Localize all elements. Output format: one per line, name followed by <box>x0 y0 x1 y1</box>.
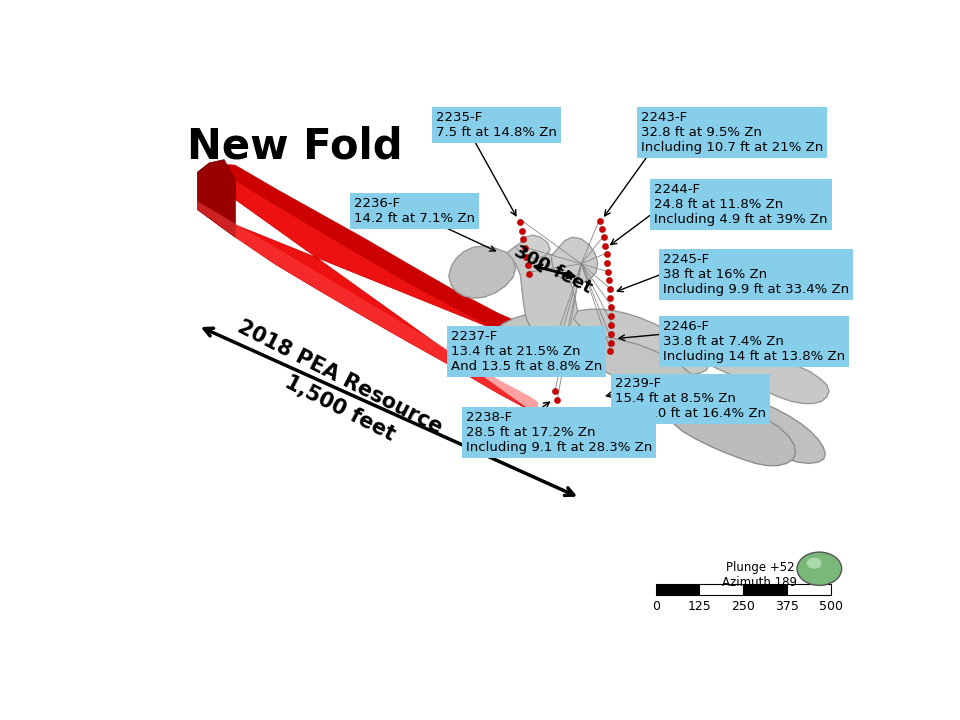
Text: Plunge +52
Azimuth 189: Plunge +52 Azimuth 189 <box>722 562 798 590</box>
Polygon shape <box>697 351 829 403</box>
Polygon shape <box>680 380 826 464</box>
Polygon shape <box>574 310 709 374</box>
Bar <box>743 584 787 595</box>
Text: 2244-F
24.8 ft at 11.8% Zn
Including 4.9 ft at 39% Zn: 2244-F 24.8 ft at 11.8% Zn Including 4.9… <box>654 184 828 226</box>
Text: 2245-F
38 ft at 16% Zn
Including 9.9 ft at 33.4% Zn: 2245-F 38 ft at 16% Zn Including 9.9 ft … <box>663 253 850 296</box>
Polygon shape <box>198 160 235 237</box>
Bar <box>700 584 743 595</box>
Text: 500: 500 <box>819 600 843 613</box>
Text: 2236-F
14.2 ft at 7.1% Zn: 2236-F 14.2 ft at 7.1% Zn <box>354 197 475 225</box>
Text: 2239-F
15.4 ft at 8.5% Zn
And 9.0 ft at 16.4% Zn: 2239-F 15.4 ft at 8.5% Zn And 9.0 ft at … <box>614 377 766 420</box>
Polygon shape <box>551 237 598 283</box>
Bar <box>787 584 830 595</box>
Text: 2238-F
28.5 ft at 17.2% Zn
Including 9.1 ft at 28.3% Zn: 2238-F 28.5 ft at 17.2% Zn Including 9.1… <box>466 410 652 454</box>
Polygon shape <box>198 163 539 347</box>
Circle shape <box>797 552 842 585</box>
Text: 300 feet: 300 feet <box>511 242 595 297</box>
Text: 0: 0 <box>652 600 660 613</box>
Text: 2246-F
33.8 ft at 7.4% Zn
Including 14 ft at 13.8% Zn: 2246-F 33.8 ft at 7.4% Zn Including 14 f… <box>663 320 845 364</box>
Text: 250: 250 <box>732 600 755 613</box>
Text: 2018 PEA Resource: 2018 PEA Resource <box>233 317 445 438</box>
Polygon shape <box>507 243 580 355</box>
Polygon shape <box>575 333 701 402</box>
Polygon shape <box>198 172 539 416</box>
Polygon shape <box>516 235 550 258</box>
Text: 125: 125 <box>687 600 711 613</box>
Text: 375: 375 <box>775 600 799 613</box>
Text: 2235-F
7.5 ft at 14.8% Zn: 2235-F 7.5 ft at 14.8% Zn <box>436 112 557 140</box>
Polygon shape <box>449 246 516 298</box>
Circle shape <box>806 557 822 569</box>
Text: 2237-F
13.4 ft at 21.5% Zn
And 13.5 ft at 8.8% Zn: 2237-F 13.4 ft at 21.5% Zn And 13.5 ft a… <box>451 330 602 374</box>
Polygon shape <box>664 386 796 466</box>
Polygon shape <box>198 201 539 416</box>
Text: 1,500 feet: 1,500 feet <box>281 372 397 444</box>
Polygon shape <box>486 315 535 370</box>
Text: New Fold: New Fold <box>187 125 402 167</box>
Text: 2243-F
32.8 ft at 9.5% Zn
Including 10.7 ft at 21% Zn: 2243-F 32.8 ft at 9.5% Zn Including 10.7… <box>641 112 823 154</box>
Bar <box>656 584 700 595</box>
